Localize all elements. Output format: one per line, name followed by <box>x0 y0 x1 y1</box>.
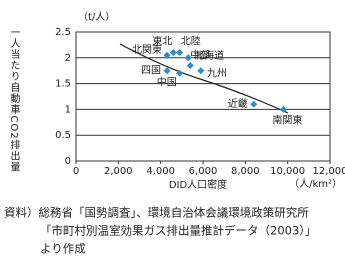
point <box>163 67 171 75</box>
point-label: 近畿 <box>228 97 248 110</box>
point <box>197 67 205 75</box>
point <box>163 51 171 59</box>
point <box>176 69 184 77</box>
y-tick-label: 0 <box>65 156 71 167</box>
point-label: 中部 <box>190 49 210 62</box>
y-unit: （t/人） <box>78 11 115 23</box>
x-unit: （人/km²） <box>289 178 342 190</box>
x-tick-label: 4,000 <box>146 166 175 177</box>
source-line: より作成 <box>40 242 86 256</box>
point-label: 東北 <box>152 35 172 48</box>
source-line: 「市町村別温室効果ガス排出量推計データ（2003）」 <box>40 224 317 238</box>
y-tick-label: 2 <box>65 53 71 64</box>
x-tick-label: 6,000 <box>189 166 218 177</box>
point <box>184 54 192 62</box>
point <box>176 49 184 57</box>
y-tick-label: 1.5 <box>55 79 71 90</box>
point <box>279 105 287 113</box>
y-tick-label: 0.5 <box>55 130 71 141</box>
point-label: 北関東 <box>132 43 162 56</box>
point <box>250 100 258 108</box>
point-label: 中国 <box>157 75 177 88</box>
x-tick-label: 12,000 <box>313 166 345 177</box>
y-tick-label: 1 <box>65 104 71 115</box>
x-tick-label: 2,000 <box>104 166 133 177</box>
point-label: 北海道 <box>194 49 224 62</box>
x-axis-label: DID人口密度 <box>169 178 227 191</box>
x-tick-label: 8,000 <box>231 166 260 177</box>
point-label: 四国 <box>141 65 161 77</box>
point <box>186 62 194 70</box>
x-tick-label: 0 <box>73 166 79 177</box>
point-label: 南関東 <box>272 113 302 126</box>
point-label: 九州 <box>207 68 227 80</box>
x-tick-label: 10,000 <box>270 166 305 177</box>
y-axis-label: 一人当たり自動車CO2排出量 <box>8 27 20 172</box>
y-tick-label: 2.5 <box>55 27 71 38</box>
point <box>169 49 177 57</box>
source-line: 資料）総務省「国勢調査」、環境自治体会議環境政策研究所 <box>4 206 309 220</box>
point-label: 北陸 <box>181 35 201 48</box>
